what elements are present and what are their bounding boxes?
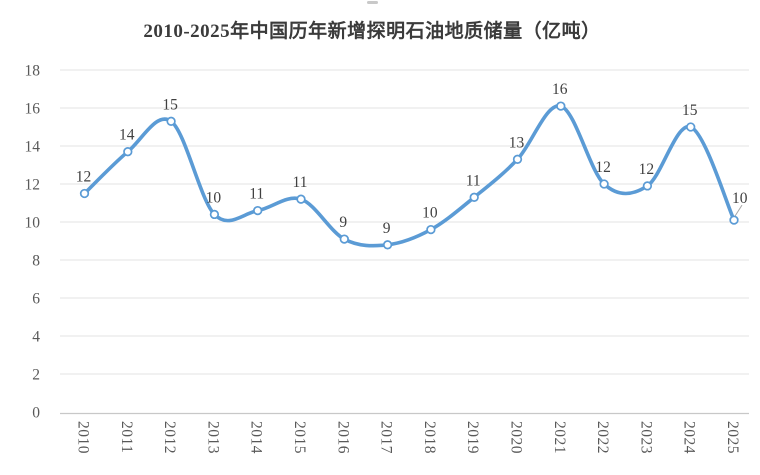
data-point-label: 11	[249, 186, 264, 203]
x-axis-tick-label: 2012	[161, 421, 178, 454]
data-point-label: 11	[293, 174, 308, 191]
data-point-marker	[209, 209, 220, 220]
y-axis-tick-label: 8	[32, 253, 40, 270]
y-axis-tick-label: 10	[25, 215, 41, 232]
chart-title: 2010-2025年中国历年新增探明石油地质储量（亿吨）	[143, 21, 601, 42]
data-point-marker	[382, 240, 393, 250]
data-point-label: 12	[76, 169, 92, 186]
x-axis-tick-label: 2023	[637, 421, 654, 454]
x-axis-tick-label: 2022	[594, 421, 611, 454]
y-axis-tick-label: 18	[25, 63, 41, 80]
data-point-label: 9	[339, 214, 347, 231]
x-axis-tick-label: 2015	[291, 421, 308, 454]
data-point-label: 9	[383, 220, 391, 237]
x-axis-tick-label: 2019	[464, 421, 481, 454]
x-axis-tick-label: 2025	[724, 421, 741, 454]
data-point-label: 13	[509, 134, 525, 151]
data-point-label: 10	[732, 190, 748, 207]
data-point-label: 15	[682, 102, 698, 119]
x-axis-tick-label: 2017	[378, 421, 395, 454]
data-point-label: 14	[119, 127, 135, 144]
data-point-label: 12	[639, 161, 655, 178]
x-axis-tick-label: 2024	[681, 421, 698, 454]
x-axis-tick-label: 2021	[551, 421, 568, 454]
screenshot-artifact	[367, 1, 378, 4]
data-point-marker	[426, 224, 436, 235]
data-point-marker	[79, 188, 90, 199]
y-axis-tick-label: 2	[32, 367, 40, 384]
data-point-marker	[556, 101, 566, 111]
data-point-marker	[339, 234, 349, 244]
x-axis-tick-label: 2020	[508, 421, 525, 454]
data-point-marker	[296, 194, 306, 204]
data-point-marker	[512, 154, 523, 164]
data-point-label: 10	[422, 205, 438, 222]
data-point-marker	[123, 147, 133, 157]
data-point-label: 16	[552, 81, 568, 98]
x-axis-tick-label: 2014	[248, 421, 265, 454]
y-axis-tick-label: 14	[25, 139, 41, 156]
data-point-marker	[729, 215, 739, 225]
x-axis-tick-label: 2018	[421, 421, 438, 454]
y-axis-tick-label: 6	[32, 291, 40, 308]
y-axis-tick-label: 0	[32, 405, 40, 422]
x-axis-tick-label: 2011	[118, 421, 135, 453]
data-point-label: 15	[162, 96, 178, 113]
y-axis-tick-label: 16	[25, 101, 41, 118]
data-point-marker	[469, 192, 479, 202]
y-axis-tick-label: 4	[32, 329, 40, 346]
x-axis-tick-label: 2016	[334, 421, 351, 454]
data-point-marker	[599, 179, 609, 189]
data-point-marker	[642, 181, 653, 191]
data-point-marker	[253, 205, 263, 216]
data-point-label: 10	[206, 189, 222, 206]
data-point-marker	[166, 116, 176, 126]
data-point-label: 11	[466, 172, 481, 189]
x-axis-tick-label: 2013	[204, 421, 221, 454]
x-axis-tick-label: 2010	[75, 421, 92, 454]
y-axis-tick-label: 12	[25, 177, 41, 194]
data-point-marker	[686, 122, 696, 132]
data-label-leader-line	[734, 204, 743, 217]
data-point-label: 12	[595, 159, 611, 176]
series-line	[82, 104, 736, 248]
